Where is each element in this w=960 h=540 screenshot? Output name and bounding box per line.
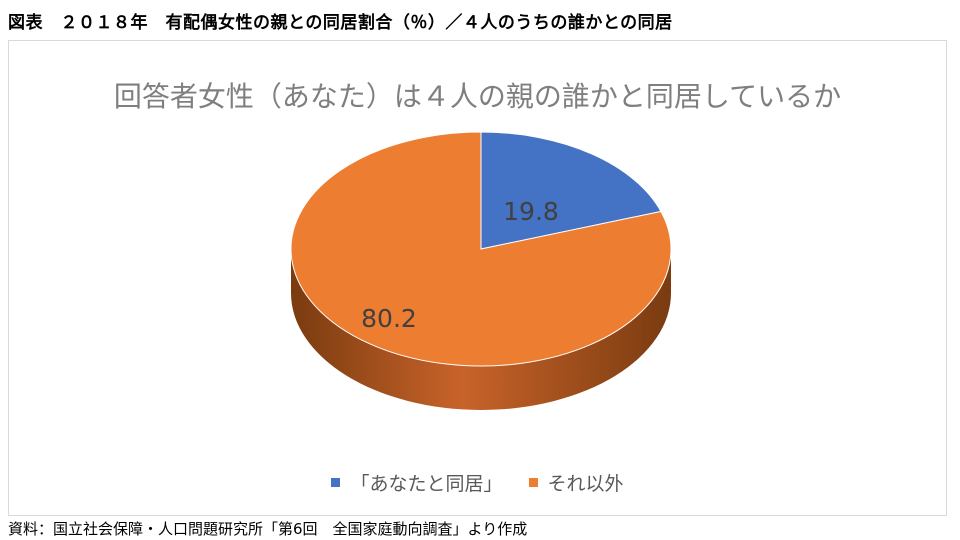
- pie-value-label-1: 80.2: [361, 304, 417, 333]
- legend-swatch-with-you: [331, 478, 341, 487]
- chart-title: 回答者女性（あなた）は４人の親の誰かと同居しているか: [113, 80, 842, 113]
- legend: 「あなたと同居」 それ以外: [9, 469, 946, 496]
- legend-item-with-you: 「あなたと同居」: [331, 469, 503, 496]
- legend-label-with-you: 「あなたと同居」: [350, 473, 503, 495]
- pie-chart: 19.8 80.2: [290, 131, 672, 410]
- pie-value-label-0: 19.8: [503, 197, 559, 226]
- pie-slice-1: [290, 131, 672, 367]
- pie-side-1: [291, 249, 671, 410]
- pie-slice-0: [480, 131, 662, 250]
- legend-item-other: それ以外: [528, 469, 624, 496]
- chart-area: 回答者女性（あなた）は４人の親の誰かと同居しているか 19.8 80.2 「あなた…: [8, 40, 947, 516]
- legend-swatch-other: [528, 478, 538, 487]
- page-title: 図表 ２０１８年 有配偶女性の親との同居割合（％）／４人のうちの誰かとの同居: [8, 13, 673, 33]
- legend-label-other: それ以外: [547, 473, 624, 495]
- source-note: 資料：国立社会保障・人口問題研究所「第6回 全国家庭動向調査」より作成: [8, 520, 528, 538]
